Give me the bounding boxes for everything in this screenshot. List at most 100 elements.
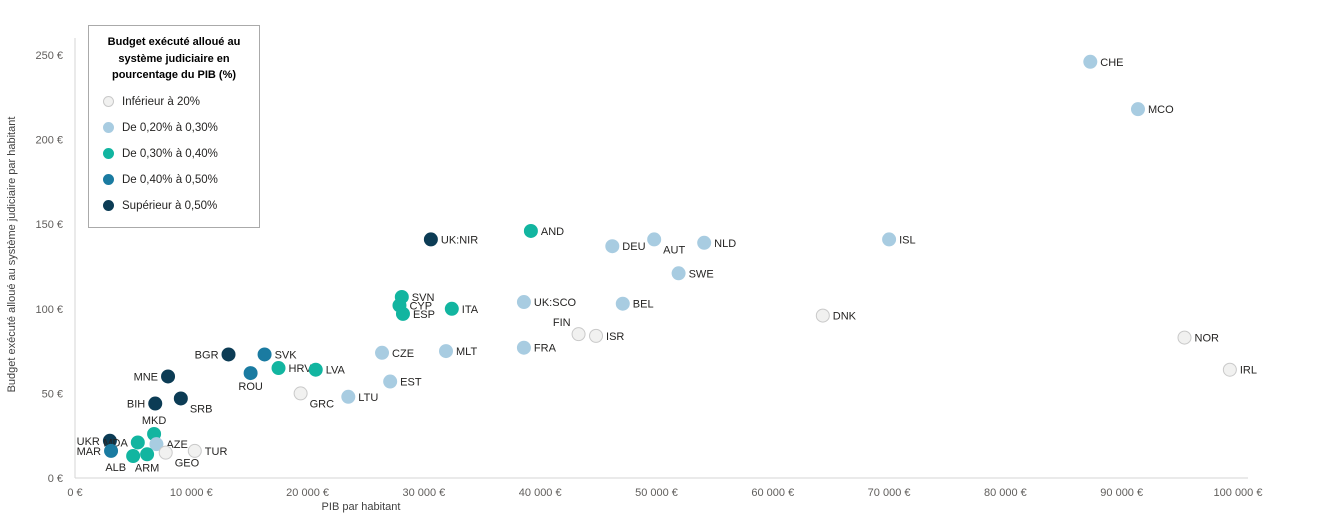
legend-items: Inférieur à 20% De 0,20% à 0,30% De 0,30% …: [95, 89, 253, 219]
point-BEL[interactable]: [615, 296, 630, 311]
point-SRB[interactable]: [173, 391, 188, 406]
point-label-ITA: ITA: [462, 304, 479, 316]
point-label-SWE: SWE: [689, 268, 714, 280]
point-LTU[interactable]: [341, 389, 356, 404]
point-label-MKD: MKD: [142, 415, 167, 427]
point-AND[interactable]: [523, 223, 538, 238]
point-AZE[interactable]: [149, 437, 164, 452]
legend-item-2[interactable]: De 0,30% à 0,40%: [95, 141, 253, 167]
point-label-MAR: MAR: [77, 446, 102, 458]
x-tick-label: 90 000 €: [1100, 487, 1143, 499]
point-label-AZE: AZE: [166, 439, 187, 451]
x-tick-label: 10 000 €: [170, 487, 213, 499]
point-FIN[interactable]: [571, 327, 586, 342]
point-label-GRC: GRC: [310, 398, 335, 410]
point-label-MLT: MLT: [456, 346, 477, 358]
point-NLD[interactable]: [697, 235, 712, 250]
x-tick-label: 100 000 €: [1214, 487, 1263, 499]
point-label-TUR: TUR: [205, 446, 228, 458]
point-label-CHE: CHE: [1100, 57, 1123, 69]
y-tick-label: 100 €: [35, 304, 63, 316]
point-label-ISR: ISR: [606, 331, 624, 343]
point-MNE[interactable]: [161, 369, 176, 384]
x-tick-label: 0 €: [67, 487, 82, 499]
legend-item-label: De 0,20% à 0,30%: [122, 121, 218, 134]
point-label-ROU: ROU: [238, 381, 263, 393]
point-label-NLD: NLD: [714, 238, 736, 250]
legend-title: Budget exécuté alloué au système judicia…: [107, 36, 241, 81]
point-label-IRL: IRL: [1240, 365, 1257, 377]
legend-item-label: Supérieur à 0,50%: [122, 199, 218, 212]
point-label-SVK: SVK: [275, 349, 298, 361]
point-label-SRB: SRB: [190, 403, 213, 415]
point-ISR[interactable]: [589, 328, 604, 343]
point-ITA[interactable]: [444, 301, 459, 316]
x-axis-title: PIB par habitant: [321, 501, 401, 513]
point-IRL[interactable]: [1222, 362, 1237, 377]
point-SVK[interactable]: [257, 347, 272, 362]
point-label-BGR: BGR: [195, 349, 219, 361]
point-HRV[interactable]: [271, 361, 286, 376]
legend: Budget exécuté alloué au système judicia…: [88, 25, 260, 228]
point-AUT[interactable]: [647, 232, 662, 247]
point-TUR[interactable]: [187, 443, 202, 458]
point-label-UK:NIR: UK:NIR: [441, 234, 478, 246]
point-EST[interactable]: [383, 374, 398, 389]
point-label-UK:SCO: UK:SCO: [534, 297, 577, 309]
point-ARM[interactable]: [140, 447, 155, 462]
point-LVA[interactable]: [308, 362, 323, 377]
legend-item-1[interactable]: De 0,20% à 0,30%: [95, 115, 253, 141]
point-label-BEL: BEL: [633, 299, 654, 311]
point-MDA[interactable]: [130, 435, 145, 450]
point-label-LVA: LVA: [326, 365, 346, 377]
x-tick-label: 60 000 €: [751, 487, 794, 499]
point-label-FRA: FRA: [534, 343, 557, 355]
point-UK:NIR[interactable]: [423, 232, 438, 247]
legend-item-3[interactable]: De 0,40% à 0,50%: [95, 167, 253, 193]
point-label-FIN: FIN: [553, 317, 571, 329]
point-CHE[interactable]: [1083, 54, 1098, 69]
point-label-GEO: GEO: [175, 458, 200, 470]
point-SWE[interactable]: [671, 266, 686, 281]
point-ROU[interactable]: [243, 366, 258, 381]
point-UK:SCO[interactable]: [516, 295, 531, 310]
point-label-ARM: ARM: [135, 462, 159, 474]
legend-item-4[interactable]: Supérieur à 0,50%: [95, 193, 253, 219]
point-CZE[interactable]: [375, 345, 390, 360]
point-MLT[interactable]: [438, 344, 453, 359]
point-MCO[interactable]: [1130, 102, 1145, 117]
point-MAR[interactable]: [104, 443, 119, 458]
point-BIH[interactable]: [148, 396, 163, 411]
point-label-AUT: AUT: [663, 244, 685, 256]
y-axis-title: Budget exécuté alloué au système judicia…: [6, 116, 18, 393]
point-BGR[interactable]: [221, 347, 236, 362]
point-DEU[interactable]: [605, 239, 620, 254]
x-tick-label: 30 000 €: [402, 487, 445, 499]
point-ISL[interactable]: [882, 232, 897, 247]
legend-item-label: De 0,40% à 0,50%: [122, 173, 218, 186]
legend-swatch-icon: [103, 122, 114, 133]
point-ESP[interactable]: [395, 306, 410, 321]
x-tick-label: 50 000 €: [635, 487, 678, 499]
point-label-DEU: DEU: [622, 241, 645, 253]
legend-swatch-icon: [103, 96, 114, 107]
y-tick-label: 0 €: [48, 473, 63, 485]
point-FRA[interactable]: [516, 340, 531, 355]
legend-item-label: Inférieur à 20%: [122, 95, 200, 108]
point-label-LTU: LTU: [358, 392, 378, 404]
point-label-ISL: ISL: [899, 234, 916, 246]
point-label-MNE: MNE: [134, 371, 158, 383]
point-label-UKR: UKR: [77, 436, 100, 448]
point-NOR[interactable]: [1177, 330, 1192, 345]
point-ALB[interactable]: [126, 449, 141, 464]
point-label-EST: EST: [400, 377, 422, 389]
legend-swatch-icon: [103, 148, 114, 159]
point-label-SVN: SVN: [412, 292, 435, 304]
point-GRC[interactable]: [293, 386, 308, 401]
point-DNK[interactable]: [815, 308, 830, 323]
point-GEO[interactable]: [158, 445, 173, 460]
point-label-CZE: CZE: [392, 348, 414, 360]
legend-item-0[interactable]: Inférieur à 20%: [95, 89, 253, 115]
